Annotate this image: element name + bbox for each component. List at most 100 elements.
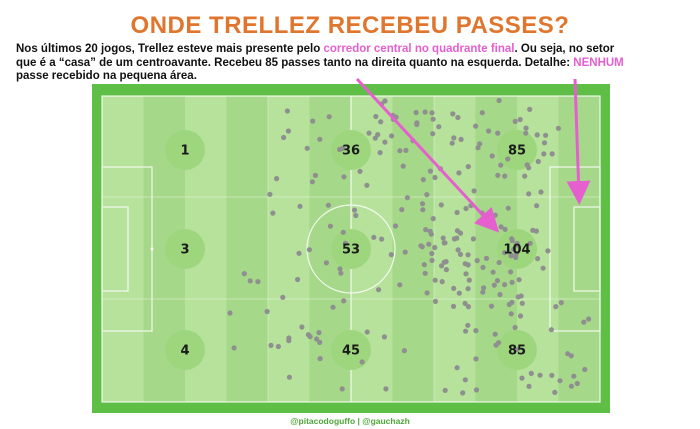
pass-dot	[473, 328, 479, 334]
pass-dot	[508, 311, 514, 317]
pass-dot	[581, 319, 587, 325]
pass-dot	[432, 277, 438, 283]
zone-count: 104	[503, 243, 530, 258]
pass-dot	[473, 356, 479, 362]
pass-dot	[483, 255, 490, 261]
pass-dot	[518, 293, 524, 299]
pass-dot	[388, 252, 394, 258]
pass-dot	[383, 386, 389, 392]
pass-dot	[310, 118, 316, 124]
pass-dot	[557, 378, 563, 384]
pass-dot	[475, 145, 481, 151]
pass-dot	[541, 151, 547, 157]
pass-dot	[432, 174, 438, 181]
pass-dot	[420, 207, 426, 213]
pass-dot	[454, 365, 460, 371]
pass-dot	[268, 342, 274, 348]
pass-dot	[552, 389, 558, 395]
pass-dot	[456, 290, 462, 296]
pass-dot	[553, 304, 559, 310]
pass-dot	[451, 285, 457, 291]
zone-count: 1	[180, 144, 189, 159]
pass-dot	[517, 116, 523, 123]
pass-dot	[264, 308, 270, 315]
pass-dot	[438, 202, 444, 208]
description-part2: . Ou seja, no setor que é a “casa” de um…	[16, 43, 615, 69]
pass-dot	[375, 132, 381, 138]
pass-dot	[359, 359, 365, 365]
zone-circle	[497, 229, 537, 269]
pass-dot	[424, 192, 430, 198]
pass-dot	[247, 278, 253, 284]
pass-dot	[512, 324, 518, 331]
pass-dot	[430, 216, 436, 222]
pass-dot	[274, 176, 280, 182]
pass-dot	[255, 279, 261, 285]
zone-count: 45	[342, 344, 360, 359]
description: Nos últimos 20 jogos, Trellez esteve mai…	[16, 43, 636, 84]
pass-dot	[534, 132, 540, 138]
zone-circle	[165, 130, 205, 170]
pass-dot	[582, 366, 588, 373]
pass-dot	[420, 177, 426, 183]
pass-dot	[558, 300, 564, 306]
pass-dot	[473, 123, 479, 129]
pass-dot	[450, 111, 456, 117]
pass-dot	[523, 130, 529, 136]
pass-dot	[337, 266, 343, 272]
pass-dot	[427, 228, 433, 234]
pass-dot	[426, 241, 432, 247]
pass-dot	[270, 210, 276, 216]
pass-dot	[339, 386, 345, 392]
pass-dot	[548, 327, 555, 333]
zone-labels: 1 36 85 3 53 104 4 45 85	[180, 144, 530, 359]
pass-dot	[403, 147, 409, 153]
pitch-stripe	[226, 96, 269, 402]
pass-dot	[541, 140, 548, 146]
pass-dot	[535, 256, 541, 262]
pass-dot	[227, 310, 233, 316]
pass-dot	[527, 240, 533, 246]
arrow-to-central-zone	[355, 77, 500, 233]
pass-dot	[489, 153, 495, 159]
pass-dot	[463, 205, 469, 212]
pass-dot	[490, 269, 496, 275]
zone-count: 36	[342, 144, 360, 159]
pass-dot	[462, 377, 468, 383]
pass-dot	[545, 248, 551, 254]
pass-dot	[486, 128, 492, 134]
pass-dot	[498, 224, 504, 230]
pass-dot	[382, 98, 388, 104]
zone-circles	[165, 130, 537, 370]
right-goal-area	[573, 206, 601, 292]
annotation-arrows	[355, 77, 591, 233]
pass-dot	[304, 145, 310, 151]
pass-dot	[513, 251, 520, 257]
pass-dot	[325, 202, 331, 208]
pass-dot	[462, 300, 468, 306]
pass-dot	[419, 244, 425, 250]
pass-dot	[534, 203, 540, 209]
pass-dot	[307, 334, 313, 340]
pass-dot	[429, 110, 435, 116]
pass-dot	[463, 328, 469, 334]
pass-dot	[364, 329, 370, 335]
pass-dot	[471, 188, 477, 194]
pass-dot	[505, 156, 511, 162]
pass-reception-dots	[227, 97, 592, 396]
pass-dot	[526, 191, 532, 197]
pass-dot	[309, 179, 315, 185]
pitch-stripe	[268, 96, 310, 402]
pass-dot	[312, 172, 318, 178]
pass-dot	[498, 162, 504, 168]
pass-dot	[502, 250, 508, 256]
pass-dot	[397, 148, 403, 154]
pass-dot	[492, 331, 498, 337]
pass-dot	[342, 240, 348, 246]
pass-dot	[565, 351, 571, 357]
pass-dot	[440, 235, 446, 241]
pass-dot	[540, 265, 546, 271]
pass-dot	[454, 235, 460, 241]
pass-dot	[317, 136, 323, 142]
pass-dot	[495, 130, 501, 136]
